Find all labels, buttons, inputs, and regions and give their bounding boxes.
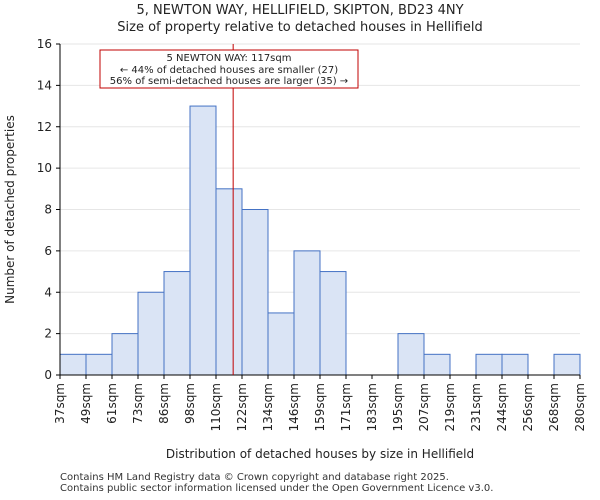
x-tick-label: 110sqm: [209, 383, 223, 431]
x-tick-label: 86sqm: [157, 383, 171, 424]
bar-231sqm: [475, 353, 503, 376]
chart-title: 5, NEWTON WAY, HELLIFIELD, SKIPTON, BD23…: [136, 3, 464, 18]
x-tick-label: 207sqm: [417, 383, 431, 431]
bar-159sqm: [319, 271, 347, 376]
bar-49sqm: [85, 353, 113, 376]
x-tick-label: 122sqm: [235, 383, 249, 431]
x-tick-label: 171sqm: [339, 383, 353, 431]
annotation-line2: ← 44% of detached houses are smaller (27…: [120, 65, 338, 76]
annotation-line1: 5 NEWTON WAY: 117sqm: [167, 53, 292, 64]
x-tick-label: 73sqm: [131, 383, 145, 424]
bar-268sqm: [553, 353, 581, 376]
bar-244sqm: [501, 353, 529, 376]
x-tick-label: 280sqm: [573, 383, 587, 431]
x-tick-label: 183sqm: [365, 383, 379, 431]
x-tick-label: 49sqm: [79, 383, 93, 424]
footer-line1: Contains HM Land Registry data © Crown c…: [60, 472, 449, 483]
y-tick-label: 4: [44, 285, 52, 299]
bar-110sqm: [215, 188, 243, 376]
x-tick-label: 146sqm: [287, 383, 301, 431]
bar-122sqm: [241, 209, 269, 376]
annotation-line3: 56% of semi-detached houses are larger (…: [110, 76, 348, 87]
bar-73sqm: [137, 291, 165, 376]
x-tick-label: 256sqm: [521, 383, 535, 431]
y-tick-label: 8: [44, 203, 52, 217]
bar-207sqm: [423, 353, 451, 376]
y-tick-label: 16: [37, 37, 52, 51]
y-tick-label: 6: [44, 244, 52, 258]
y-tick-label: 0: [44, 368, 52, 382]
x-tick-label: 268sqm: [547, 383, 561, 431]
x-tick-label: 219sqm: [443, 383, 457, 431]
y-tick-labels: 0 2 4 6 8 10 12 14 16: [37, 37, 60, 382]
x-tick-label: 159sqm: [313, 383, 327, 431]
x-tick-label: 37sqm: [53, 383, 67, 424]
x-tick-label: 195sqm: [391, 383, 405, 431]
footer: Contains HM Land Registry data © Crown c…: [60, 472, 493, 494]
x-axis-label: Distribution of detached houses by size …: [166, 447, 474, 461]
bar-98sqm: [189, 105, 217, 376]
x-tick-label: 61sqm: [105, 383, 119, 424]
y-axis-label: Number of detached properties: [3, 115, 17, 304]
y-tick-label: 12: [37, 120, 52, 134]
x-tick-labels: 37sqm 49sqm 61sqm 73sqm 86sqm 98sqm 110sqm 122s…: [53, 375, 587, 431]
x-tick-label: 231sqm: [469, 383, 483, 431]
chart-subtitle: Size of property relative to detached ho…: [117, 20, 483, 35]
bar-134sqm: [267, 312, 295, 376]
x-tick-label: 244sqm: [495, 383, 509, 431]
bar-146sqm: [293, 250, 321, 376]
chart-title-block: 5, NEWTON WAY, HELLIFIELD, SKIPTON, BD23…: [0, 2, 600, 36]
x-tick-label: 134sqm: [261, 383, 275, 431]
y-tick-label: 10: [37, 161, 52, 175]
y-tick-label: 2: [44, 327, 52, 341]
chart-canvas: 0 2 4 6 8 10 12 14 16 37sqm 49sqm 61sqm 73sqm 86sqm 9…: [3, 37, 587, 461]
bar-86sqm: [163, 271, 191, 376]
y-tick-label: 14: [37, 78, 52, 92]
footer-line2: Contains public sector information licen…: [60, 483, 494, 494]
annotation: 5 NEWTON WAY: 117sqm ← 44% of detached h…: [99, 49, 359, 89]
bar-195sqm: [397, 333, 425, 376]
x-tick-label: 98sqm: [183, 383, 197, 424]
annotation-box: [99, 49, 359, 89]
bar-37sqm: [59, 353, 87, 376]
bar-61sqm: [111, 333, 139, 376]
bars: [59, 105, 581, 376]
